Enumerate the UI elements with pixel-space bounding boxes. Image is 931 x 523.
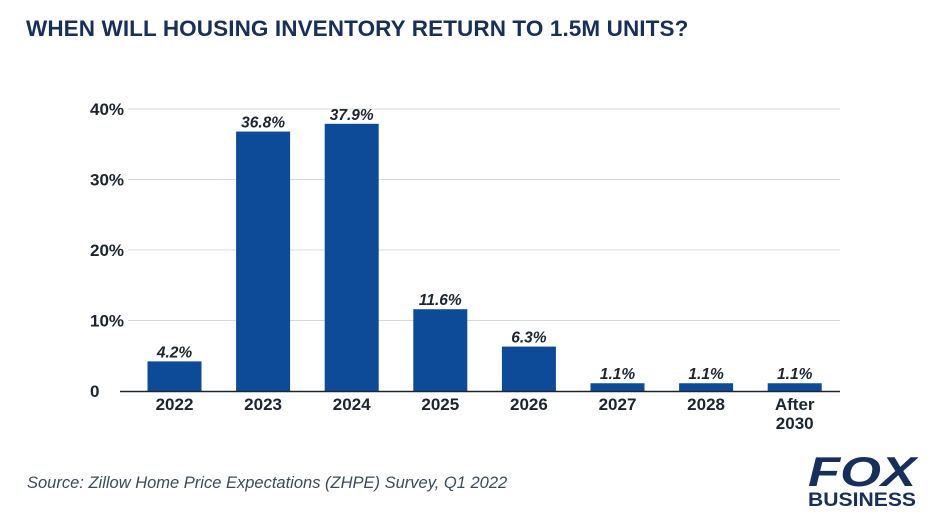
x-tick-label: 2025 bbox=[421, 395, 459, 414]
x-tick-label: 2024 bbox=[333, 395, 371, 414]
bar-2027 bbox=[590, 383, 645, 391]
gridlines bbox=[128, 108, 840, 321]
labels: 0 10% 20% 30% 40% 4.2% 2022 36.8% 2023 37.9% 2024 1… bbox=[90, 100, 815, 433]
data-label: 11.6% bbox=[419, 292, 462, 309]
bar-2025 bbox=[413, 309, 468, 391]
y-tick-label: 30% bbox=[90, 171, 124, 190]
source-note: Source: Zillow Home Price Expectations (… bbox=[27, 474, 508, 492]
data-label: 1.1% bbox=[777, 366, 813, 383]
bars bbox=[147, 123, 822, 392]
y-tick-label: 0 bbox=[90, 382, 99, 401]
data-label: 1.1% bbox=[600, 366, 636, 383]
bar-2028 bbox=[679, 383, 734, 391]
data-label: 37.9% bbox=[330, 107, 374, 124]
bar-2022 bbox=[147, 361, 202, 391]
data-label: 36.8% bbox=[241, 115, 285, 132]
bar-after-2030 bbox=[767, 383, 822, 391]
y-tick-label: 40% bbox=[90, 100, 124, 119]
logo-fox-wordmark: FOX bbox=[808, 450, 918, 495]
data-label: 1.1% bbox=[688, 366, 724, 383]
bar-2024 bbox=[324, 123, 379, 392]
data-label: 4.2% bbox=[156, 344, 193, 361]
x-tick-label: 2027 bbox=[599, 395, 637, 414]
bar-2026 bbox=[501, 346, 556, 391]
data-label: 6.3% bbox=[511, 330, 547, 347]
y-tick-label: 10% bbox=[90, 312, 124, 331]
logo-business-wordmark: BUSINESS bbox=[808, 490, 916, 508]
x-tick-label: 2026 bbox=[510, 395, 548, 414]
x-tick-label: 2028 bbox=[687, 395, 725, 414]
x-tick-label: After bbox=[775, 395, 815, 414]
bar-2023 bbox=[236, 131, 291, 391]
x-tick-label: 2030 bbox=[776, 414, 814, 433]
x-tick-label: 2022 bbox=[156, 395, 194, 414]
y-tick-label: 20% bbox=[90, 241, 124, 260]
fox-business-logo: FOX BUSINESS bbox=[808, 450, 918, 508]
chart-title: WHEN WILL HOUSING INVENTORY RETURN TO 1.… bbox=[26, 16, 689, 41]
x-tick-label: 2023 bbox=[244, 395, 282, 414]
